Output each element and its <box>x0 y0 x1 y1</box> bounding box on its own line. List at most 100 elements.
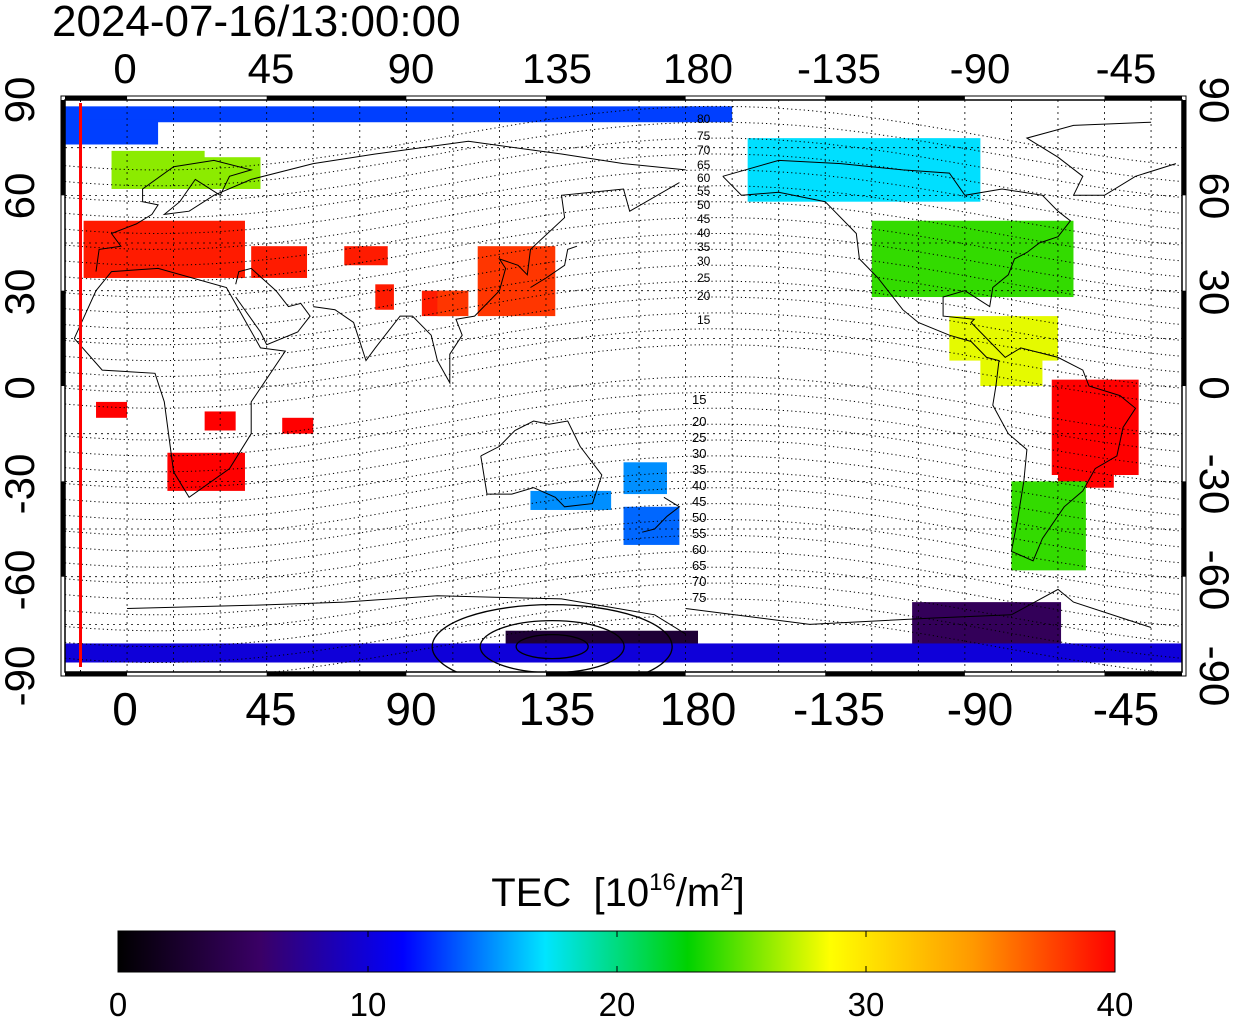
contour-label-north: 35 <box>697 240 711 254</box>
tec-patch-south-polar-band-0 <box>65 643 1182 663</box>
mlat-contour <box>65 248 1182 314</box>
y-tick-right: -90 <box>1191 645 1235 707</box>
coastline-3 <box>313 182 680 385</box>
coastline-1 <box>95 140 686 272</box>
tec-patch-east-asia-0 <box>477 246 556 317</box>
frame-bar-top <box>1104 96 1182 100</box>
contour-label-north: 20 <box>697 289 711 303</box>
timestamp-title: 2024-07-16/13:00:00 <box>52 0 461 46</box>
colorbar-tick-label: 10 <box>349 986 387 1023</box>
mlat-contour <box>65 407 1182 473</box>
mlat-contour <box>65 550 1182 616</box>
mlat-contour <box>65 185 1182 250</box>
y-tick-right: 0 <box>1191 376 1235 400</box>
coastline-2 <box>235 267 311 346</box>
tec-patch-north-africa-1 <box>344 246 388 266</box>
contour-label-south: 20 <box>692 414 706 429</box>
y-tick-left: -60 <box>0 549 43 611</box>
y-tick-left: -30 <box>0 453 43 515</box>
mlat-contour <box>65 566 1182 632</box>
y-tick-left: 0 <box>0 376 43 400</box>
mlat-contour <box>65 423 1182 489</box>
y-tick-right: -60 <box>1191 549 1235 611</box>
contour-label-north: 50 <box>697 198 711 212</box>
mlat-contour <box>65 169 1182 234</box>
coastline-6 <box>722 159 1137 562</box>
x-tick-top: 0 <box>113 45 137 92</box>
y-tick-left: 60 <box>0 172 43 220</box>
coastlines <box>73 103 1177 667</box>
tec-patch-north-america-mid-0 <box>871 220 1074 298</box>
x-tick-bottom: 0 <box>112 683 138 735</box>
tec-patch-north-africa-3 <box>375 284 394 310</box>
mlat-contour <box>65 503 1182 568</box>
contour-label-south: 60 <box>692 542 706 557</box>
mlat-contour <box>65 105 1182 171</box>
mlat-contour <box>65 201 1182 266</box>
map-frame <box>60 95 1187 677</box>
x-tick-top: 135 <box>521 45 593 92</box>
colorbar-title: TEC [1016/m2] <box>491 870 744 916</box>
x-tick-bottom: -135 <box>792 683 886 735</box>
colorbar-unit-exp2: 2 <box>720 869 734 896</box>
colorbar <box>117 930 1116 973</box>
frame-bar-bottom <box>65 672 128 676</box>
colorbar-unit-base: [10 <box>593 871 650 915</box>
tec-patch-south-africa-2 <box>204 411 236 431</box>
coastline-9 <box>642 496 681 533</box>
mlat-contour <box>65 471 1182 536</box>
frame-bar-right <box>1182 100 1186 196</box>
mlat-contour <box>65 153 1182 219</box>
frame-bar-left <box>61 100 65 196</box>
mlat-contour <box>65 312 1182 377</box>
contour-label-north: 60 <box>697 171 711 185</box>
tec-patch-east-asia-1 <box>437 290 469 317</box>
contour-label-north: 80 <box>697 112 711 126</box>
colorbar-ticks <box>117 931 1116 972</box>
x-tick-bottom: 90 <box>385 683 437 735</box>
y-tick-left: 90 <box>0 76 43 124</box>
coastline-4 <box>480 420 603 508</box>
contour-label-north: 65 <box>697 158 711 172</box>
frame-bar-left <box>61 290 65 387</box>
contour-label-north: 55 <box>697 184 711 198</box>
frame-bar-top <box>65 96 128 100</box>
mlat-contour <box>65 137 1182 203</box>
mlat-contour <box>65 280 1182 346</box>
x-tick-top: -45 <box>1095 45 1157 92</box>
contour-label-south: 50 <box>692 510 706 525</box>
mlat-contour <box>65 233 1182 298</box>
frame-bar-bottom <box>545 672 686 676</box>
tec-patch-south-america-south-0 <box>1011 481 1086 571</box>
y-tick-right: 30 <box>1191 268 1235 316</box>
mlat-contour <box>65 487 1182 552</box>
frame-bar-right <box>1182 481 1186 577</box>
contour-label-south: 40 <box>692 478 706 493</box>
x-tick-bottom: -45 <box>1092 683 1160 735</box>
mlat-oval <box>515 633 589 660</box>
mlat-contour <box>65 455 1182 520</box>
x-tick-top: -135 <box>796 45 882 92</box>
coastline-7 <box>1025 121 1177 196</box>
y-tick-left: 30 <box>0 268 43 316</box>
mlat-oval <box>431 603 673 672</box>
colorbar-tick-label: 20 <box>598 986 636 1023</box>
contour-label-south: 70 <box>692 574 706 589</box>
contour-label-north: 45 <box>697 212 711 226</box>
frame-bar-bottom <box>1104 672 1182 676</box>
tec-patch-europe-mediterranean-0 <box>83 220 245 278</box>
tec-overlay <box>65 106 1182 663</box>
coastline-5 <box>530 245 578 288</box>
mlat-contour <box>65 534 1182 600</box>
y-tick-right: 60 <box>1191 172 1235 220</box>
mlat-contour <box>267 614 1166 672</box>
frame-bar-top <box>266 96 407 100</box>
x-tick-top: 180 <box>662 45 734 92</box>
contour-label-north: 40 <box>697 226 711 240</box>
mlat-contour <box>65 391 1182 457</box>
frame-bar-top <box>825 96 965 100</box>
magnetic-latitude-contours: 8075706560555045403530252015152025303540… <box>65 105 1182 672</box>
mlat-contour <box>65 296 1182 362</box>
x-tick-bottom: -90 <box>946 683 1014 735</box>
